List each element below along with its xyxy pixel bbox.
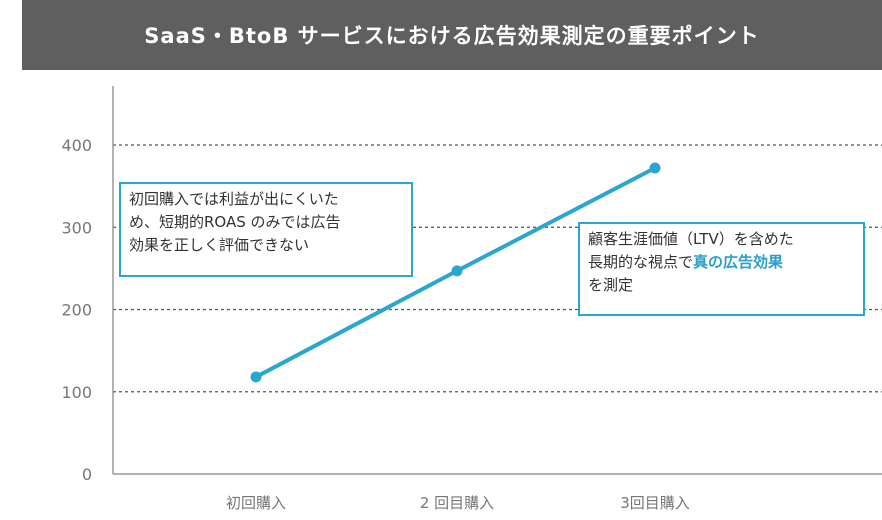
annotation-emphasis: 真の広告効果 xyxy=(693,253,784,271)
data-point xyxy=(250,371,262,383)
y-tick-labels: 0 100 200 300 400 xyxy=(61,136,92,484)
x-tick-label: 2 回目購入 xyxy=(420,494,494,512)
annotation-line: め、短期的ROAS のみでは広告 xyxy=(129,213,341,231)
data-points xyxy=(250,162,661,383)
x-tick-label: 3回目購入 xyxy=(620,494,690,512)
annotation-line: を測定 xyxy=(588,276,634,294)
annotation-text: 長期的な視点で xyxy=(588,253,694,271)
x-tick-label: 初回購入 xyxy=(226,494,286,512)
annotation-line: 初回購入では利益が出にくいた xyxy=(129,190,339,208)
axes xyxy=(112,86,882,475)
y-tick-label: 100 xyxy=(61,383,92,402)
annotation-ltv: 顧客生涯価値（LTV）を含めた 長期的な視点で真の広告効果 を測定 xyxy=(578,222,865,316)
data-point xyxy=(451,265,463,277)
y-tick-label: 200 xyxy=(61,301,92,320)
annotation-line: 効果を正しく評価できない xyxy=(129,236,310,254)
x-tick-labels: 初回購入 2 回目購入 3回目購入 xyxy=(226,494,690,512)
chart-title: SaaS・BtoB サービスにおける広告効果測定の重要ポイント xyxy=(22,0,882,70)
annotation-line: 顧客生涯価値（LTV）を含めた xyxy=(588,230,794,248)
y-tick-label: 300 xyxy=(61,218,92,237)
y-tick-label: 400 xyxy=(61,136,92,155)
annotation-short-term: 初回購入では利益が出にくいた め、短期的ROAS のみでは広告 効果を正しく評価… xyxy=(119,182,413,277)
y-tick-label: 0 xyxy=(82,465,92,484)
annotation-line: 長期的な視点で真の広告効果 xyxy=(588,251,855,274)
data-point xyxy=(649,162,661,174)
